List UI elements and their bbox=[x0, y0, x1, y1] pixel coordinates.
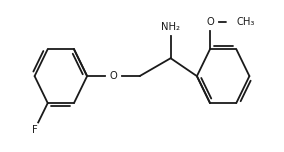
Text: F: F bbox=[32, 125, 37, 135]
Text: O: O bbox=[110, 71, 117, 81]
Text: O: O bbox=[206, 17, 214, 27]
Text: NH₂: NH₂ bbox=[161, 22, 180, 32]
Text: CH₃: CH₃ bbox=[236, 17, 255, 27]
